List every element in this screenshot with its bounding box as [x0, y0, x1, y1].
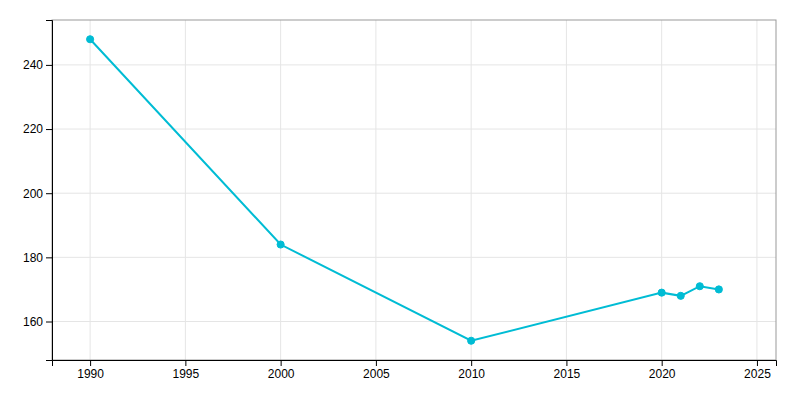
tick-label: 200: [23, 187, 43, 201]
grid-line: [756, 20, 757, 360]
grid-line: [52, 193, 776, 194]
tick-mark: [46, 193, 52, 194]
tick-label: 2010: [458, 367, 485, 381]
tick: 2000: [268, 360, 295, 381]
y-axis: 160 180 200 220 240: [23, 21, 53, 361]
tick: 2020: [649, 360, 676, 381]
marker: [658, 289, 665, 296]
x-axis: 1990 1995 2000 2005 2010 2015 2020 2025: [53, 360, 777, 381]
grid: [52, 20, 776, 360]
grid-line: [52, 257, 776, 258]
marker: [696, 283, 703, 290]
tick-mark: [185, 360, 186, 366]
tick-label: 2025: [744, 367, 771, 381]
tick-label: 2020: [649, 367, 676, 381]
tick: 1990: [77, 360, 104, 381]
marker: [87, 36, 94, 43]
tick-label: 180: [23, 251, 43, 265]
grid-line: [52, 129, 776, 130]
tick: 240: [23, 58, 52, 72]
plot: 1990 1995 2000 2005 2010 2015 2020 2025 160 180 20…: [23, 20, 777, 381]
tick-mark: [46, 65, 52, 66]
tick-label: 1990: [77, 367, 104, 381]
tick-mark: [662, 360, 663, 366]
tick-mark: [46, 257, 52, 258]
chart: 1990 1995 2000 2005 2010 2015 2020 2025 160 180 20…: [0, 0, 800, 400]
axis-line: [46, 21, 53, 361]
marker: [468, 337, 475, 344]
marks: [87, 36, 723, 345]
tick-mark: [46, 129, 52, 130]
tick-label: 220: [23, 122, 43, 136]
tick-label: 1995: [173, 367, 200, 381]
tick-label: 160: [23, 315, 43, 329]
tick-mark: [757, 360, 758, 366]
tick-mark: [281, 360, 282, 366]
tick: 2025: [744, 360, 771, 381]
grid-line: [280, 20, 281, 360]
tick-label: 240: [23, 58, 43, 72]
tick: 1995: [173, 360, 200, 381]
grid-line: [661, 20, 662, 360]
marker: [677, 292, 684, 299]
axis-line: [53, 361, 777, 367]
tick-mark: [46, 322, 52, 323]
tick: 220: [23, 122, 52, 136]
plot-frame: [52, 20, 776, 360]
tick: 2015: [554, 360, 581, 381]
tick: 2005: [363, 360, 390, 381]
grid-line: [185, 20, 186, 360]
tick: 180: [23, 251, 52, 265]
grid-line: [566, 20, 567, 360]
grid-line: [52, 321, 776, 322]
marker: [277, 241, 284, 248]
tick-mark: [566, 360, 567, 366]
line: [90, 39, 719, 341]
tick-label: 2005: [363, 367, 390, 381]
grid-line: [375, 20, 376, 360]
grid-line: [90, 20, 91, 360]
grid-line: [52, 64, 776, 65]
tick: 160: [23, 315, 52, 329]
tick-label: 2000: [268, 367, 295, 381]
tick-mark: [90, 360, 91, 366]
grid-line: [471, 20, 472, 360]
tick-label: 2015: [554, 367, 581, 381]
tick-mark: [471, 360, 472, 366]
marker: [715, 286, 722, 293]
tick-mark: [376, 360, 377, 366]
tick: 2010: [458, 360, 485, 381]
tick: 200: [23, 187, 52, 201]
